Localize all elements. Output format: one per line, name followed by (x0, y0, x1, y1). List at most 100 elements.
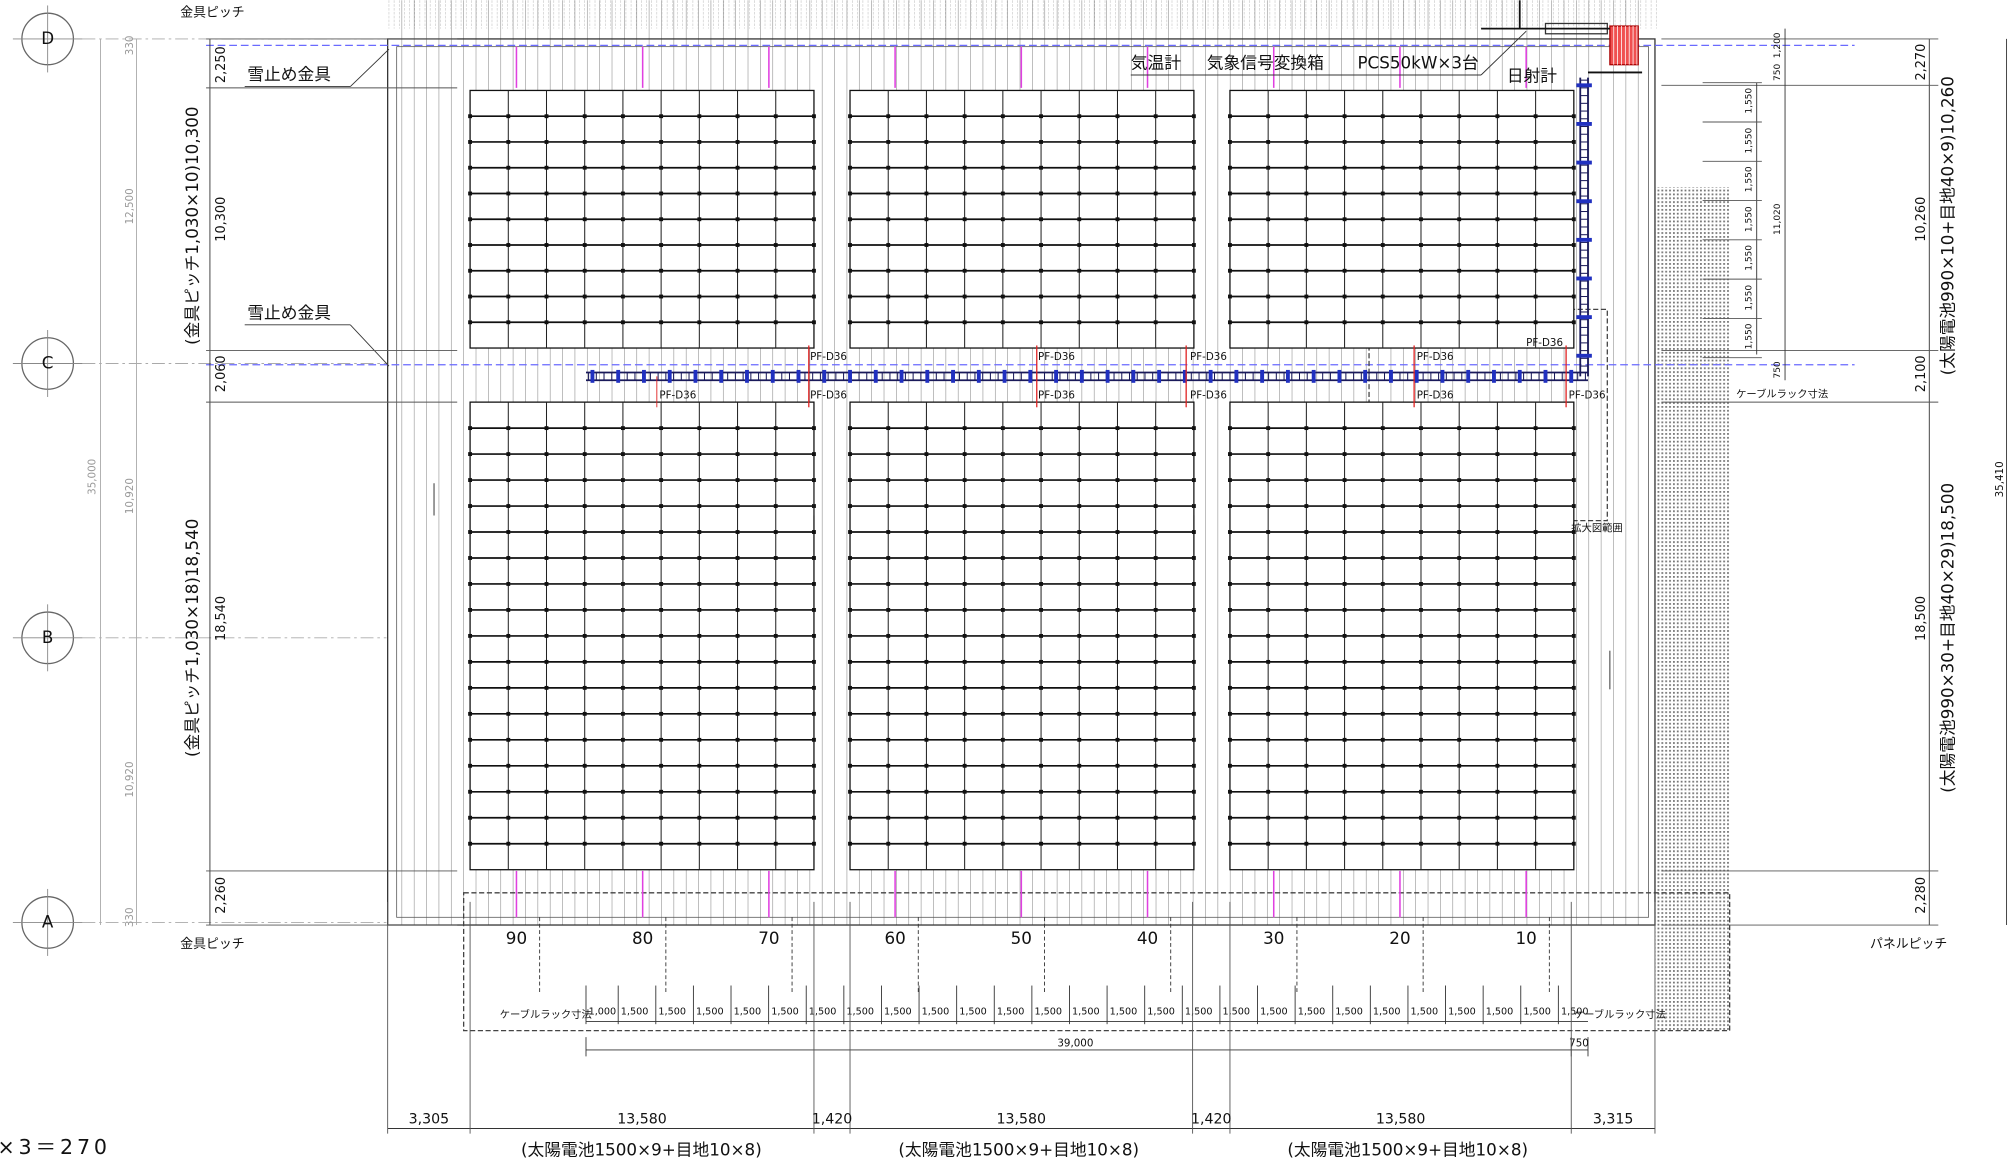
fitting (659, 685, 664, 690)
left-dim: 2,250 (214, 46, 229, 83)
fitting (773, 763, 778, 768)
fitting (1039, 191, 1043, 196)
rack-support (1002, 369, 1007, 383)
right-dim: 2,280 (1914, 877, 1929, 914)
fitting (1419, 114, 1423, 119)
fitting (1228, 530, 1232, 534)
array-note: (太陽電池1500×9+目地10×8) (521, 1139, 762, 1159)
fitting (659, 165, 664, 170)
fitting (1533, 243, 1538, 247)
fitting (697, 165, 702, 170)
fitting (1457, 452, 1462, 457)
fitting (1304, 711, 1309, 716)
rack-support (1208, 369, 1213, 383)
fitting (1000, 217, 1005, 222)
fitting (697, 737, 702, 742)
fitting (962, 294, 967, 299)
fitting (659, 426, 664, 431)
fitting (1380, 294, 1385, 299)
fitting (735, 140, 740, 144)
fitting (1380, 504, 1385, 508)
fitting (735, 320, 740, 325)
fitting (1571, 426, 1576, 431)
fitting (812, 268, 816, 273)
fitting (620, 737, 625, 742)
rack-span: 1,500 (884, 1006, 912, 1017)
cable-rack-area (463, 892, 1731, 1032)
fitting (1419, 294, 1423, 299)
fitting (1153, 294, 1158, 299)
fitting (1039, 815, 1043, 820)
fitting (1571, 268, 1576, 273)
fitting (886, 294, 891, 299)
fitting (773, 815, 778, 820)
fitting (1457, 633, 1462, 638)
fitting (1495, 426, 1500, 431)
fitting (1077, 478, 1082, 482)
fitting (812, 556, 816, 560)
fitting (812, 294, 816, 299)
fitting (506, 268, 511, 273)
string-number: 40 (1137, 928, 1158, 948)
rack-span: 1,500 (1147, 1006, 1175, 1017)
left-note: (金具ピッチ1,030×18)18,540 (182, 519, 202, 758)
fitting (1228, 504, 1232, 508)
fitting (1000, 268, 1005, 273)
fitting (1457, 582, 1462, 586)
fitting (924, 504, 929, 508)
fitting (506, 737, 511, 742)
fitting (697, 763, 702, 768)
array-note: (太陽電池1500×9+目地10×8) (1287, 1139, 1528, 1159)
fitting (620, 452, 625, 457)
fitting (848, 763, 852, 768)
fitting (1571, 841, 1576, 846)
fitting (697, 530, 702, 534)
fitting (1153, 633, 1158, 638)
left-dim: 18,540 (214, 596, 229, 641)
fitting (620, 608, 625, 612)
fitting (886, 841, 891, 846)
fitting (1571, 711, 1576, 716)
fitting (886, 608, 891, 612)
fitting (848, 608, 852, 612)
fitting (1495, 530, 1500, 534)
fitting (848, 504, 852, 508)
rack-span: 1,500 (959, 1006, 987, 1017)
fitting (1571, 478, 1576, 482)
fitting (659, 140, 664, 144)
string-number: 10 (1516, 928, 1537, 948)
fitting (735, 763, 740, 768)
fitting (659, 268, 664, 273)
fitting (1153, 789, 1158, 794)
fitting (544, 504, 549, 508)
fitting (962, 841, 967, 846)
fitting (1266, 243, 1271, 247)
fitting-pitch: 金具ピッチ (180, 6, 244, 21)
fitting (924, 789, 929, 794)
fitting (659, 504, 664, 508)
fitting (1000, 711, 1005, 716)
fitting (1380, 815, 1385, 820)
fitting (1571, 789, 1576, 794)
fitting (773, 659, 778, 664)
fitting (1304, 140, 1309, 144)
fitting (1191, 685, 1196, 690)
fitting (1000, 191, 1005, 196)
fitting (1342, 217, 1347, 222)
rack-span: 1,500 (621, 1006, 649, 1017)
fitting (1419, 737, 1423, 742)
fitting (544, 452, 549, 457)
fitting (735, 165, 740, 170)
fitting (1380, 737, 1385, 742)
fitting (1266, 841, 1271, 846)
fitting (697, 608, 702, 612)
fitting (697, 114, 702, 119)
fitting (773, 191, 778, 196)
fitting (1457, 608, 1462, 612)
fitting (773, 140, 778, 144)
fitting (962, 633, 967, 638)
fitting (924, 426, 929, 431)
fitting (886, 633, 891, 638)
fitting (1304, 478, 1309, 482)
right-note: (太陽電池990×10+目地40×9)10,260 (1938, 76, 1958, 375)
